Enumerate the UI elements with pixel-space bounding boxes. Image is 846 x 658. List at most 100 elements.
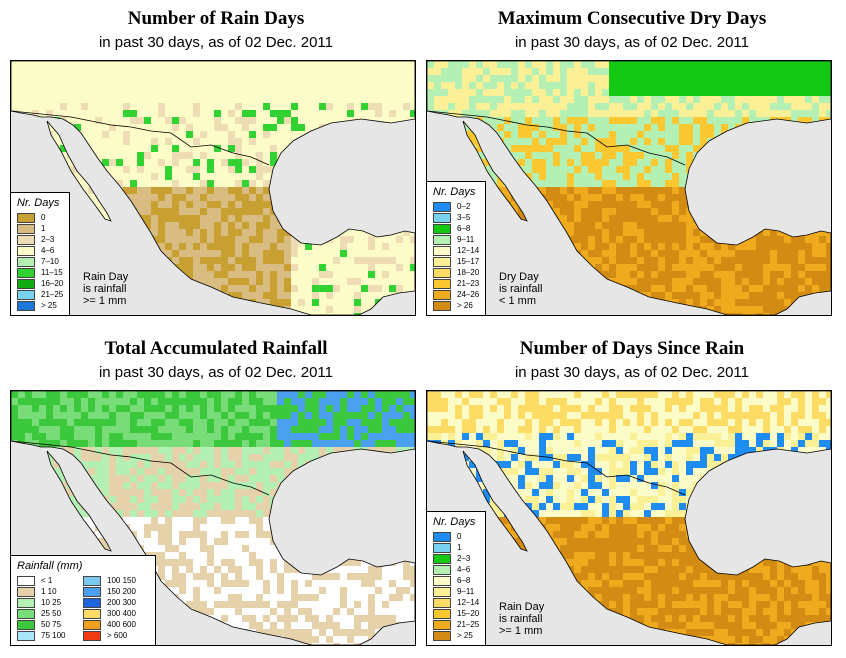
legend-label: > 25 — [41, 301, 57, 310]
legend-item: > 26 — [433, 300, 479, 311]
legend-swatch — [433, 531, 451, 542]
legend-swatch — [83, 586, 101, 597]
legend-item: 2–3 — [433, 553, 479, 564]
legend-label: 16–20 — [41, 279, 64, 288]
legend-swatch — [83, 619, 101, 630]
panel-title: Total Accumulated Rainfall — [104, 338, 328, 359]
legend-label: > 25 — [457, 631, 473, 640]
panel-subtitle: in past 30 days, as of 02 Dec. 2011 — [98, 34, 334, 51]
legend-swatch — [17, 223, 35, 234]
legend-item: 1 — [17, 223, 63, 234]
panel-rain-days: Number of Rain Days in past 30 days, as … — [10, 4, 422, 318]
legend-item: > 600 — [83, 630, 145, 641]
legend-item: 10 25 — [17, 597, 79, 608]
panel-total-rainfall: Total Accumulated Rainfall in past 30 da… — [10, 334, 422, 648]
legend-label: 3–5 — [457, 213, 471, 222]
legend-label: > 600 — [107, 631, 128, 640]
legend-label: 1 10 — [41, 587, 57, 596]
legend-label: 100 150 — [107, 576, 136, 585]
legend-item: 12–14 — [433, 245, 479, 256]
legend: Nr. Days 0–2 3–5 6–8 9–11 12–14 15–17 18–20 21–… — [427, 181, 487, 315]
legend-item: 75 100 — [17, 630, 79, 641]
coastline — [427, 61, 831, 315]
legend-rows: 0–2 3–5 6–8 9–11 12–14 15–17 18–20 21–23 24–26 > … — [433, 201, 479, 311]
legend-item: 21–23 — [433, 278, 479, 289]
legend-label: 9–11 — [457, 235, 475, 244]
legend-swatch — [17, 234, 35, 245]
panel-title: Number of Rain Days — [127, 8, 305, 29]
legend-item: 100 150 — [83, 575, 145, 586]
legend-item: > 25 — [17, 300, 63, 311]
legend-label: 6–8 — [457, 576, 471, 585]
legend-swatch — [433, 278, 451, 289]
legend-swatch — [433, 608, 451, 619]
legend-item: 21–25 — [17, 289, 63, 300]
legend-swatch — [433, 586, 451, 597]
note-line: Rain Day — [83, 271, 129, 283]
legend-swatch — [433, 267, 451, 278]
legend-label: 0 — [457, 532, 462, 541]
baja-coastline — [46, 450, 112, 552]
legend-swatch — [17, 575, 35, 586]
legend-label: 1 — [41, 224, 46, 233]
legend-swatch — [433, 630, 451, 641]
legend-swatch — [433, 619, 451, 630]
map-note: Dry Day is rainfall < 1 mm — [499, 271, 542, 307]
legend-item: 15–17 — [433, 256, 479, 267]
map-total-rainfall[interactable]: Rainfall (mm) < 1 1 10 10 25 25 50 50 75 75 1… — [10, 390, 416, 646]
legend-swatch — [83, 597, 101, 608]
legend-label: 2–3 — [457, 554, 471, 563]
note-line: is rainfall — [499, 283, 543, 295]
coastline — [11, 61, 415, 315]
legend-label: 24–26 — [457, 290, 480, 299]
legend-swatch — [433, 553, 451, 564]
panel-subtitle: in past 30 days, as of 02 Dec. 2011 — [98, 364, 334, 381]
legend-swatch — [83, 608, 101, 619]
legend-rows: < 1 1 10 10 25 25 50 50 75 75 100 100 150 150 2… — [17, 575, 149, 641]
legend-swatch — [433, 300, 451, 311]
note-line: is rainfall — [499, 613, 543, 625]
legend-item: 16–20 — [17, 278, 63, 289]
national-border — [11, 110, 270, 166]
legend-label: 2–3 — [41, 235, 55, 244]
legend-title: Nr. Days — [433, 516, 476, 528]
legend-item: 1 10 — [17, 586, 79, 597]
legend-label: > 26 — [457, 301, 473, 310]
map-rain-days[interactable]: Nr. Days 0 1 2–3 4–6 7–10 11–15 16–20 21–25 > 25… — [10, 60, 416, 316]
legend-swatch — [83, 575, 101, 586]
legend-item: 24–26 — [433, 289, 479, 300]
map-max-dry-days[interactable]: Nr. Days 0–2 3–5 6–8 9–11 12–14 15–17 18–20 21–… — [426, 60, 832, 316]
legend-item: 18–20 — [433, 267, 479, 278]
legend-item: > 25 — [433, 630, 479, 641]
legend-item: 300 400 — [83, 608, 145, 619]
legend-item: 1 — [433, 542, 479, 553]
legend-item: 4–6 — [433, 564, 479, 575]
legend-label: 25 50 — [41, 609, 62, 618]
legend-swatch — [433, 289, 451, 300]
legend-title: Rainfall (mm) — [17, 560, 83, 572]
legend-swatch — [17, 212, 35, 223]
map-days-since-rain[interactable]: Nr. Days 0 1 2–3 4–6 6–8 9–11 12–14 15–20 21–25 >… — [426, 390, 832, 646]
legend-label: 10 25 — [41, 598, 62, 607]
note-line: is rainfall — [83, 283, 127, 295]
note-line: >= 1 mm — [499, 625, 543, 637]
baja-coastline — [46, 120, 112, 222]
national-border — [11, 440, 270, 496]
legend-item: 3–5 — [433, 212, 479, 223]
legend-item: 2–3 — [17, 234, 63, 245]
note-line: >= 1 mm — [83, 295, 127, 307]
note-line: < 1 mm — [499, 295, 536, 307]
legend-label: 300 400 — [107, 609, 136, 618]
raster-layer — [427, 391, 831, 645]
legend-label: 4–6 — [457, 565, 471, 574]
legend-label: 1 — [457, 543, 462, 552]
map-canvas — [11, 391, 415, 645]
legend-item: 50 75 — [17, 619, 79, 630]
note-line: Rain Day — [499, 601, 545, 613]
legend-label: 200 300 — [107, 598, 136, 607]
legend-label: 18–20 — [457, 268, 480, 277]
map-note: Rain Day is rainfall >= 1 mm — [83, 271, 128, 307]
map-canvas — [427, 391, 831, 645]
legend-item: 25 50 — [17, 608, 79, 619]
legend-item: 15–20 — [433, 608, 479, 619]
